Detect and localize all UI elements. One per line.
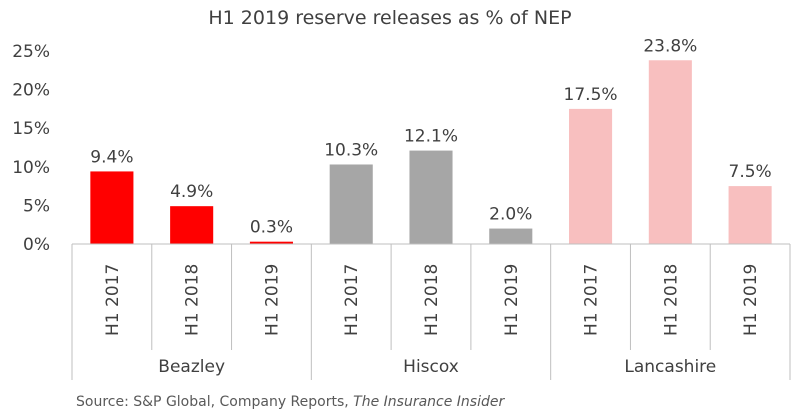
source-note: Source: S&P Global, Company Reports, The…	[76, 394, 505, 410]
bars: 9.4% 4.9% 0.3% 10.3% 12.1% 2.0% 17.5% 23.8% 7.5%	[90, 36, 772, 245]
y-tick-label: 15%	[12, 119, 50, 139]
y-tick-label: 10%	[12, 158, 50, 178]
x-axis: H1 2017 H1 2018 H1 2019 Beazley H1 2017 H1 20…	[71, 243, 791, 380]
y-axis: 0% 5% 10% 15% 20% 25%	[12, 42, 50, 255]
x-tick-label: H1 2017	[582, 264, 602, 336]
data-label: 17.5%	[564, 85, 618, 105]
data-label: 0.3%	[250, 218, 293, 238]
bar	[170, 206, 214, 244]
y-tick-label: 25%	[12, 42, 50, 62]
source-publication: The Insurance Insider	[353, 394, 505, 410]
data-label: 23.8%	[643, 36, 697, 56]
bar	[489, 228, 533, 244]
x-tick-label: H1 2018	[661, 264, 681, 336]
bar	[90, 171, 134, 244]
group-label: Hiscox	[403, 357, 459, 377]
source-prefix: Source: S&P Global, Company Reports,	[76, 394, 353, 410]
data-label: 10.3%	[324, 140, 378, 160]
x-tick-label: H1 2017	[342, 264, 362, 336]
data-label: 2.0%	[489, 205, 532, 225]
x-tick-label: H1 2018	[183, 264, 203, 336]
bar	[569, 108, 613, 245]
bar	[728, 186, 772, 244]
group-label: Beazley	[158, 357, 225, 377]
bar	[249, 241, 293, 244]
x-tick-label: H1 2019	[741, 264, 761, 336]
x-tick-label: H1 2017	[103, 264, 123, 336]
bar	[409, 150, 453, 244]
data-label: 7.5%	[729, 162, 772, 182]
bar	[329, 164, 373, 244]
y-tick-label: 0%	[23, 235, 50, 255]
x-tick-label: H1 2019	[262, 264, 282, 336]
y-tick-label: 5%	[23, 196, 50, 216]
chart-title: H1 2019 reserve releases as % of NEP	[208, 7, 571, 29]
x-tick-label: H1 2018	[422, 264, 442, 336]
x-tick-label: H1 2019	[502, 264, 522, 336]
data-label: 4.9%	[170, 182, 213, 202]
group-label: Lancashire	[624, 357, 716, 377]
data-label: 12.1%	[404, 127, 458, 147]
bar	[648, 60, 692, 244]
data-label: 9.4%	[90, 147, 133, 167]
y-tick-label: 20%	[12, 81, 50, 101]
